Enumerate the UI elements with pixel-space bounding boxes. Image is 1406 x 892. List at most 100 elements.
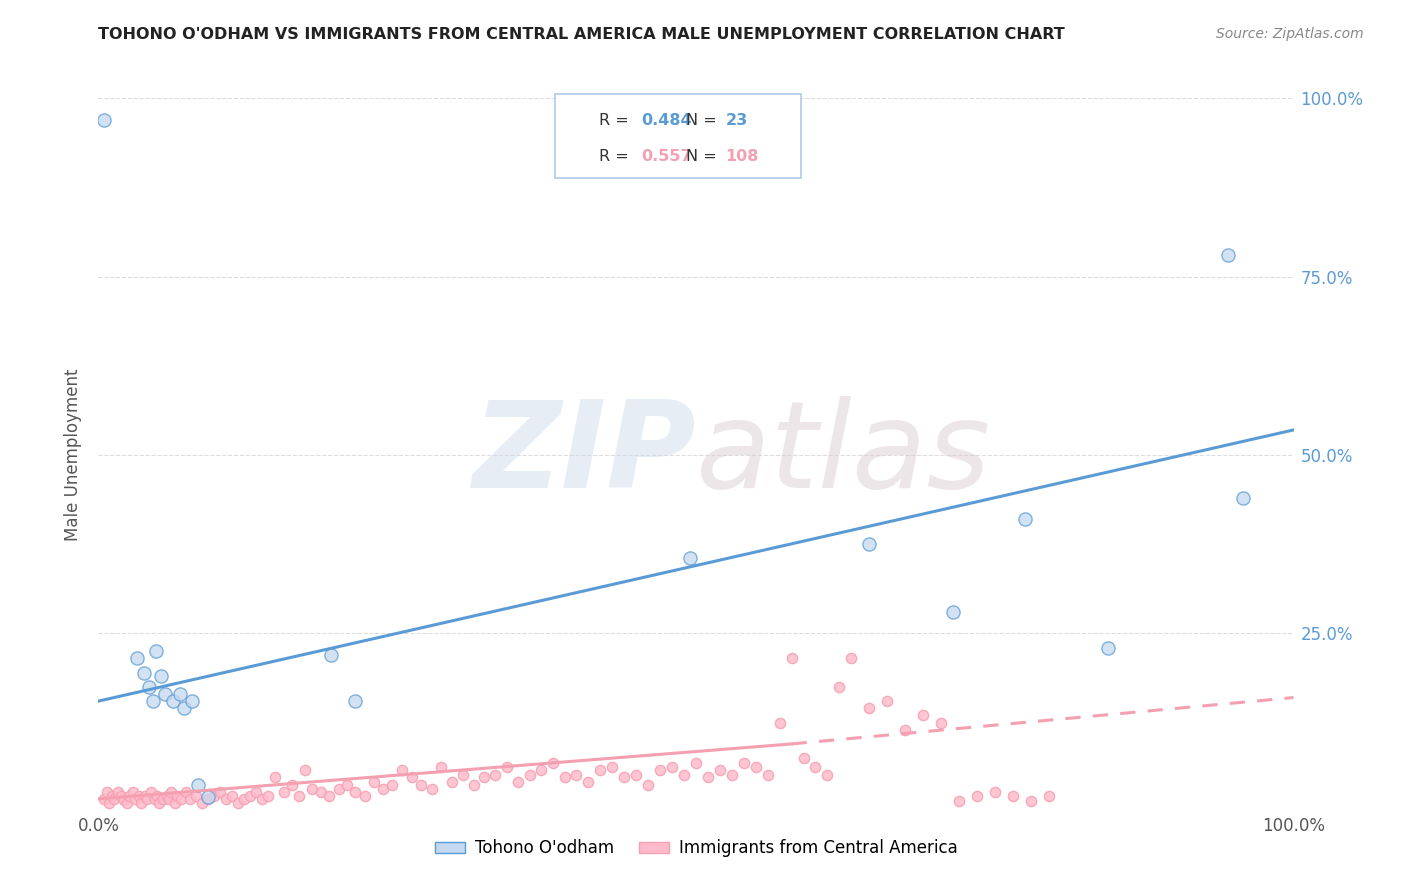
Point	[768, 715, 790, 730]
Point	[1014, 512, 1036, 526]
Point	[344, 785, 367, 799]
Point	[107, 785, 129, 799]
Point	[430, 760, 453, 774]
Point	[411, 778, 433, 792]
Point	[93, 792, 115, 806]
Point	[1038, 789, 1060, 803]
Point	[179, 792, 201, 806]
Point	[679, 551, 702, 566]
Point	[576, 774, 599, 789]
Point	[815, 767, 838, 781]
Point	[166, 789, 188, 803]
Point	[685, 756, 707, 771]
Point	[139, 785, 162, 799]
Point	[197, 790, 219, 805]
Point	[226, 796, 249, 810]
Point	[876, 694, 898, 708]
Point	[98, 796, 121, 810]
Point	[474, 771, 496, 785]
Point	[363, 774, 385, 789]
Point	[233, 792, 256, 806]
Point	[858, 537, 880, 551]
Point	[103, 792, 125, 806]
Point	[191, 796, 214, 810]
Point	[441, 774, 464, 789]
Point	[328, 781, 350, 796]
Point	[209, 785, 232, 799]
Text: 0.484: 0.484	[641, 113, 692, 128]
Text: ZIP: ZIP	[472, 396, 696, 514]
Point	[321, 648, 343, 662]
Point	[273, 785, 295, 799]
Point	[626, 767, 648, 781]
Point	[589, 764, 612, 778]
Point	[93, 112, 115, 127]
Text: R =: R =	[599, 149, 634, 164]
Point	[1216, 248, 1239, 262]
Point	[152, 792, 174, 806]
Point	[134, 789, 156, 803]
Point	[496, 760, 519, 774]
Point	[381, 778, 404, 792]
Point	[1019, 794, 1042, 808]
Point	[124, 792, 146, 806]
Point	[122, 785, 145, 799]
Point	[294, 764, 316, 778]
Point	[125, 651, 148, 665]
Point	[186, 789, 208, 803]
Point	[281, 778, 304, 792]
Point	[661, 760, 683, 774]
Point	[637, 778, 659, 792]
Point	[506, 774, 529, 789]
Point	[169, 687, 191, 701]
Point	[309, 785, 332, 799]
Point	[160, 785, 183, 799]
Point	[673, 767, 696, 781]
Point	[519, 767, 541, 781]
Point	[451, 767, 474, 781]
Text: 0.557: 0.557	[641, 149, 692, 164]
Point	[136, 792, 159, 806]
Point	[163, 796, 186, 810]
Point	[401, 771, 423, 785]
Point	[948, 794, 970, 808]
Point	[1001, 789, 1024, 803]
Point	[187, 778, 209, 792]
Point	[118, 789, 141, 803]
Point	[484, 767, 506, 781]
Point	[554, 771, 576, 785]
Point	[170, 792, 193, 806]
Point	[250, 792, 273, 806]
Point	[541, 756, 564, 771]
Point	[648, 764, 672, 778]
Point	[697, 771, 720, 785]
Point	[721, 767, 744, 781]
Point	[929, 715, 952, 730]
Point	[780, 651, 803, 665]
Point	[215, 792, 238, 806]
Point	[180, 694, 202, 708]
Point	[143, 792, 166, 806]
Point	[804, 760, 827, 774]
Point	[132, 665, 155, 680]
Point	[318, 789, 340, 803]
Text: N =: N =	[686, 149, 723, 164]
Point	[1232, 491, 1254, 505]
Point	[793, 751, 815, 765]
Text: TOHONO O'ODHAM VS IMMIGRANTS FROM CENTRAL AMERICA MALE UNEMPLOYMENT CORRELATION : TOHONO O'ODHAM VS IMMIGRANTS FROM CENTRA…	[98, 27, 1066, 42]
Text: 23: 23	[725, 113, 748, 128]
Point	[463, 778, 485, 792]
Point	[344, 694, 367, 708]
Point	[529, 764, 551, 778]
Point	[1097, 640, 1119, 655]
Point	[145, 644, 167, 658]
Point	[613, 771, 636, 785]
Point	[336, 778, 359, 792]
Point	[756, 767, 779, 781]
Point	[565, 767, 588, 781]
Point	[96, 785, 118, 799]
Point	[828, 680, 851, 694]
Text: atlas: atlas	[696, 396, 991, 514]
Point	[733, 756, 755, 771]
Point	[239, 789, 262, 803]
